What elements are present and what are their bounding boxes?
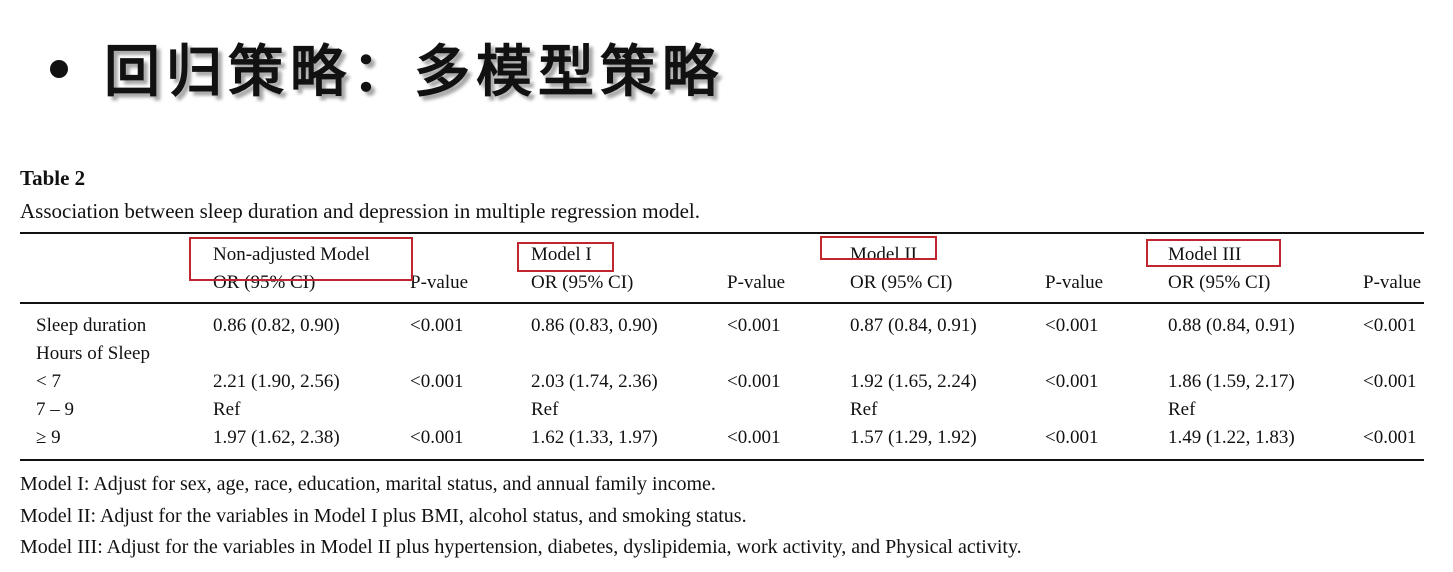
- header-p-3: P-value: [1045, 272, 1104, 293]
- table-cell: 0.86 (0.82, 0.90): [213, 315, 340, 336]
- header-model-iii: Model III: [1168, 244, 1242, 265]
- table-cell: <0.001: [1045, 315, 1099, 336]
- footnote-model-iii: Model III: Adjust for the variables in M…: [20, 536, 1022, 558]
- table-cell: 2.03 (1.74, 2.36): [531, 371, 658, 392]
- footnote-model-i: Model I: Adjust for sex, age, race, educ…: [20, 473, 716, 495]
- table-cell: 1.92 (1.65, 2.24): [850, 371, 977, 392]
- header-model-i: Model I: [531, 244, 592, 265]
- header-p-2: P-value: [727, 272, 786, 293]
- highlight-box-model-i: [517, 242, 614, 272]
- header-or-1: OR (95% CI): [213, 272, 316, 293]
- slide-title-text: 回归策略：多模型策略: [104, 39, 724, 105]
- table-cell: 1.97 (1.62, 2.38): [213, 427, 340, 448]
- header-p-1: P-value: [410, 272, 469, 293]
- table-cell: <0.001: [410, 315, 464, 336]
- table-cell: 0.88 (0.84, 0.91): [1168, 315, 1295, 336]
- slide-title: 回归策略：多模型策略: [50, 22, 724, 112]
- header-p-4: P-value: [1363, 272, 1422, 293]
- row-label: Hours of Sleep: [36, 343, 150, 364]
- header-model-nonadjusted: Non-adjusted Model: [213, 244, 370, 265]
- header-or-4: OR (95% CI): [1168, 272, 1271, 293]
- table-cell: 0.86 (0.83, 0.90): [531, 315, 658, 336]
- highlight-box-nonadjusted: [189, 237, 413, 281]
- table-cell: 2.21 (1.90, 2.56): [213, 371, 340, 392]
- table-cell: Ref: [213, 399, 241, 420]
- table-cell: 1.86 (1.59, 2.17): [1168, 371, 1295, 392]
- row-label: 7 – 9: [36, 399, 74, 420]
- table-cell: <0.001: [1363, 315, 1417, 336]
- highlight-box-model-ii: [820, 236, 937, 260]
- table-cell: 1.62 (1.33, 1.97): [531, 427, 658, 448]
- table-cell: <0.001: [1045, 427, 1099, 448]
- highlight-box-model-iii: [1146, 239, 1281, 267]
- table-cell: <0.001: [410, 371, 464, 392]
- table-cell: Ref: [1168, 399, 1196, 420]
- table-cell: <0.001: [1363, 427, 1417, 448]
- table-cell: <0.001: [727, 371, 781, 392]
- table-cell: 1.57 (1.29, 1.92): [850, 427, 977, 448]
- table-cell: <0.001: [410, 427, 464, 448]
- header-or-3: OR (95% CI): [850, 272, 953, 293]
- table-cell: <0.001: [1363, 371, 1417, 392]
- table-cell: <0.001: [727, 315, 781, 336]
- table-cell: <0.001: [1045, 371, 1099, 392]
- table-caption: Association between sleep duration and d…: [20, 199, 701, 223]
- footnote-model-ii: Model II: Adjust for the variables in Mo…: [20, 505, 747, 527]
- table-label: Table 2: [20, 166, 86, 190]
- row-label: < 7: [36, 371, 61, 392]
- table-top-rule: [20, 232, 1424, 234]
- table-header-rule: [20, 302, 1424, 304]
- row-label: Sleep duration: [36, 315, 147, 336]
- bullet-dot: [50, 60, 68, 78]
- table-cell: 0.87 (0.84, 0.91): [850, 315, 977, 336]
- row-label: ≥ 9: [36, 427, 61, 448]
- table-cell: 1.49 (1.22, 1.83): [1168, 427, 1295, 448]
- header-or-2: OR (95% CI): [531, 272, 634, 293]
- table-cell: Ref: [531, 399, 559, 420]
- table-bottom-rule: [20, 459, 1424, 461]
- table-cell: <0.001: [727, 427, 781, 448]
- table-cell: Ref: [850, 399, 878, 420]
